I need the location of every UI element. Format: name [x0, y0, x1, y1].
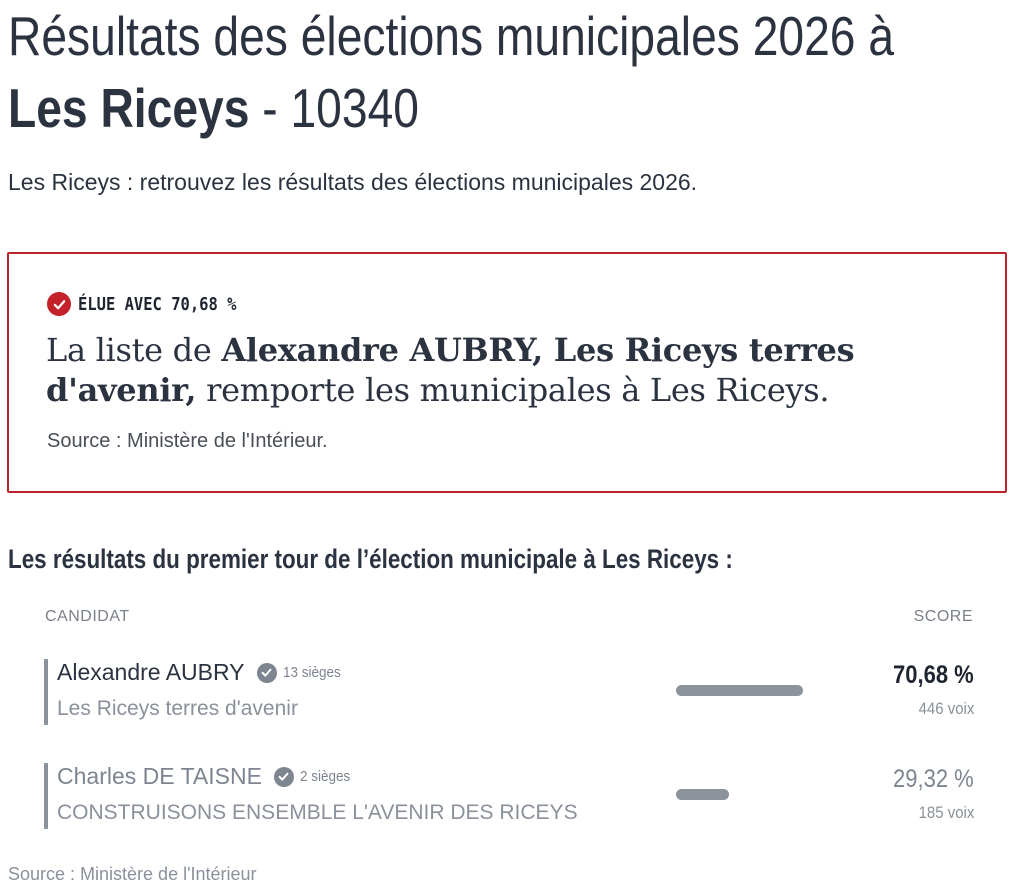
- row-divider: [44, 763, 48, 829]
- candidate-list-name: Les Riceys terres d'avenir: [57, 697, 298, 720]
- score-bar-fill: [676, 789, 729, 800]
- elected-row: ÉLUE AVEC 70,68 %: [47, 292, 262, 316]
- results-section-title: Les résultats du premier tour de l’élect…: [8, 544, 733, 574]
- page-title: Résultats des élections municipales 2026…: [8, 0, 895, 144]
- candidate-name-line: Alexandre AUBRY 13 sièges: [57, 659, 347, 686]
- candidate-name-line: Charles DE TAISNE 2 sièges: [57, 763, 356, 790]
- row-divider: [44, 659, 48, 725]
- score-bar-fill: [676, 685, 804, 696]
- candidate-row: Alexandre AUBRY 13 sièges Les Riceys ter…: [44, 659, 974, 727]
- check-circle-icon: [256, 662, 277, 683]
- postal-code: - 10340: [249, 77, 419, 139]
- column-header-score: SCORE: [913, 608, 973, 625]
- winner-name: Alexandre AUBRY, Les Riceys terres d'ave…: [46, 331, 855, 409]
- commune-name: Les Riceys: [8, 77, 250, 139]
- candidate-score: 29,32 %: [893, 765, 974, 793]
- candidate-score: 70,68 %: [893, 661, 974, 689]
- score-bar: [676, 685, 856, 696]
- check-circle-icon: [273, 766, 294, 787]
- winner-result-box: ÉLUE AVEC 70,68 % La liste de Alexandre …: [7, 252, 1007, 493]
- candidate-seats: 2 sièges: [299, 768, 351, 785]
- candidate-name: Charles DE TAISNE: [57, 763, 262, 789]
- footer-source: Source : Ministère de l'Intérieur: [8, 864, 257, 884]
- winner-suffix: remporte les municipales à Les Riceys.: [196, 371, 830, 409]
- candidate-votes: 446 voix: [918, 699, 974, 718]
- check-circle-icon: [47, 292, 71, 316]
- page-subtitle: Les Riceys : retrouvez les résultats des…: [8, 169, 698, 195]
- column-header-candidate: CANDIDAT: [45, 608, 130, 625]
- winner-statement: La liste de Alexandre AUBRY, Les Riceys …: [46, 330, 946, 410]
- candidate-name: Alexandre AUBRY: [57, 659, 245, 685]
- candidate-seats: 13 sièges: [282, 664, 341, 681]
- candidate-votes: 185 voix: [918, 803, 974, 822]
- page-title-line-2: Les Riceys - 10340: [8, 72, 856, 144]
- elected-label: ÉLUE AVEC 70,68 %: [78, 293, 237, 315]
- winner-prefix: La liste de: [46, 331, 222, 369]
- candidate-row: Charles DE TAISNE 2 sièges CONSTRUISONS …: [44, 763, 974, 831]
- box-source: Source : Ministère de l'Intérieur.: [47, 430, 328, 452]
- candidate-list-name: CONSTRUISONS ENSEMBLE L'AVENIR DES RICEY…: [57, 801, 578, 824]
- page-title-line-1: Résultats des élections municipales 2026…: [8, 5, 895, 67]
- score-bar: [676, 789, 856, 800]
